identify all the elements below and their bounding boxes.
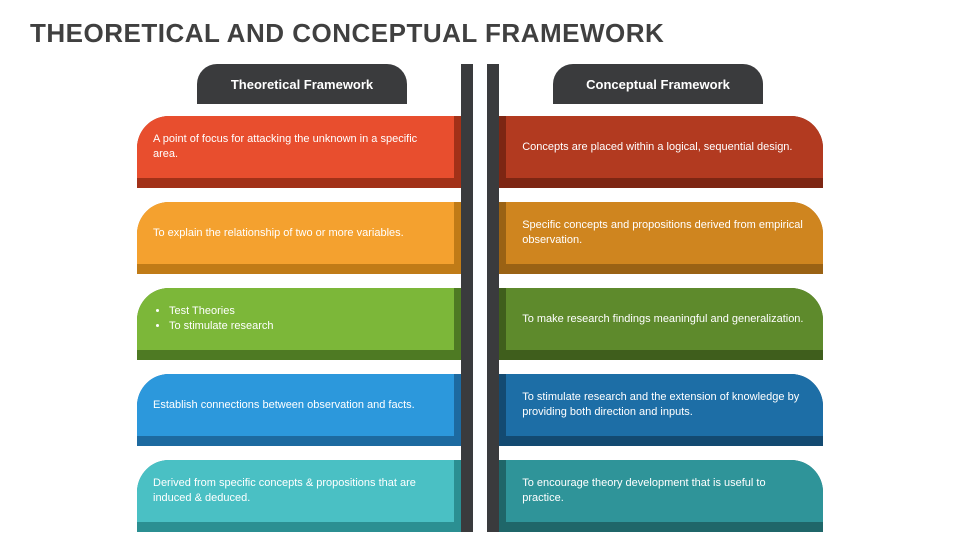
card-face: Establish connections between observatio… — [137, 374, 454, 436]
card-face: Concepts are placed within a logical, se… — [506, 116, 823, 178]
card-text: Derived from specific concepts & proposi… — [153, 476, 438, 506]
card-bullet: Test Theories — [169, 304, 274, 319]
spine-right — [487, 64, 499, 532]
page-title: THEORETICAL AND CONCEPTUAL FRAMEWORK — [30, 18, 664, 49]
card-bullet: To stimulate research — [169, 319, 274, 334]
card-bullets: Test Theories To stimulate research — [153, 304, 274, 334]
card-conceptual-3: To stimulate research and the extension … — [493, 374, 823, 446]
card-text: To encourage theory development that is … — [522, 476, 807, 506]
columns-container: Theoretical Framework A point of focus f… — [137, 64, 823, 532]
card-theoretical-2: Test Theories To stimulate research — [137, 288, 467, 360]
column-theoretical: Theoretical Framework A point of focus f… — [137, 64, 467, 532]
card-text: Concepts are placed within a logical, se… — [522, 140, 792, 155]
card-face: A point of focus for attacking the unkno… — [137, 116, 454, 178]
header-conceptual: Conceptual Framework — [553, 64, 763, 104]
header-theoretical: Theoretical Framework — [197, 64, 407, 104]
card-face: Specific concepts and propositions deriv… — [506, 202, 823, 264]
card-conceptual-0: Concepts are placed within a logical, se… — [493, 116, 823, 188]
cards-conceptual: Concepts are placed within a logical, se… — [493, 116, 823, 532]
cards-theoretical: A point of focus for attacking the unkno… — [137, 116, 467, 532]
card-theoretical-1: To explain the relationship of two or mo… — [137, 202, 467, 274]
card-conceptual-1: Specific concepts and propositions deriv… — [493, 202, 823, 274]
card-text: To stimulate research and the extension … — [522, 390, 807, 420]
card-face: To make research findings meaningful and… — [506, 288, 823, 350]
card-theoretical-0: A point of focus for attacking the unkno… — [137, 116, 467, 188]
card-face: Test Theories To stimulate research — [137, 288, 454, 350]
column-conceptual: Conceptual Framework Concepts are placed… — [493, 64, 823, 532]
card-theoretical-3: Establish connections between observatio… — [137, 374, 467, 446]
card-text: To explain the relationship of two or mo… — [153, 226, 404, 241]
spine-left — [461, 64, 473, 532]
card-text: A point of focus for attacking the unkno… — [153, 132, 438, 162]
card-face: To explain the relationship of two or mo… — [137, 202, 454, 264]
card-conceptual-2: To make research findings meaningful and… — [493, 288, 823, 360]
card-text: To make research findings meaningful and… — [522, 312, 803, 327]
card-conceptual-4: To encourage theory development that is … — [493, 460, 823, 532]
card-face: To encourage theory development that is … — [506, 460, 823, 522]
card-theoretical-4: Derived from specific concepts & proposi… — [137, 460, 467, 532]
card-face: To stimulate research and the extension … — [506, 374, 823, 436]
card-text: Specific concepts and propositions deriv… — [522, 218, 807, 248]
card-text: Establish connections between observatio… — [153, 398, 415, 413]
card-face: Derived from specific concepts & proposi… — [137, 460, 454, 522]
